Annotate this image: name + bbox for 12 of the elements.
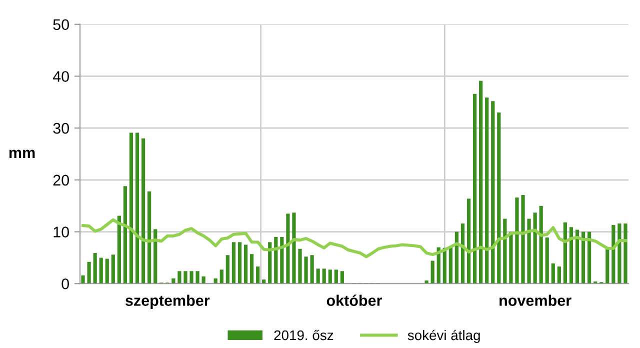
x-tick-label: november bbox=[500, 294, 572, 306]
y-tick-label: 20 bbox=[53, 174, 69, 186]
y-tick-label: 10 bbox=[54, 226, 69, 238]
x-tick-label: szeptember bbox=[125, 294, 210, 309]
y-axis-title: mm bbox=[9, 150, 35, 158]
y-tick-label: 30 bbox=[53, 122, 69, 134]
y-tick-label: 40 bbox=[52, 71, 69, 82]
x-tick-label: október bbox=[326, 294, 382, 306]
legend-label: sokévi átlag bbox=[408, 330, 480, 343]
y-tick-label: 50 bbox=[53, 19, 69, 30]
legend-label: 2019. ősz bbox=[274, 330, 334, 340]
y-tick-label: 0 bbox=[62, 278, 69, 290]
